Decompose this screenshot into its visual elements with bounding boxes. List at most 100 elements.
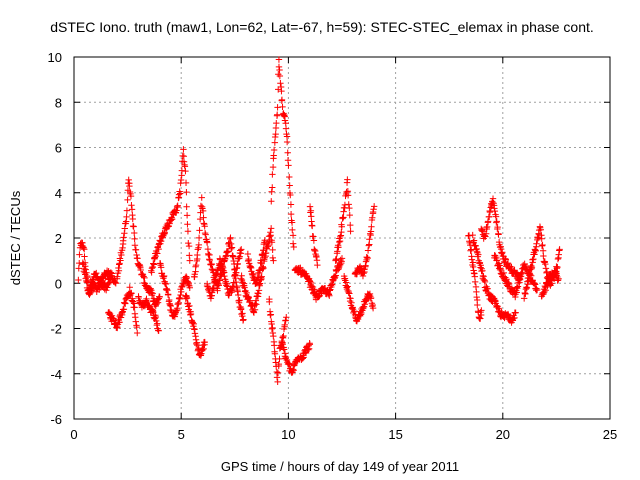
data-point xyxy=(306,278,314,285)
data-point xyxy=(326,292,333,299)
data-point xyxy=(258,273,265,280)
data-point xyxy=(216,277,224,284)
data-point xyxy=(240,316,247,323)
data-point xyxy=(280,332,287,340)
data-point xyxy=(256,266,264,274)
data-point xyxy=(499,249,506,256)
data-point xyxy=(364,254,371,262)
data-point xyxy=(282,120,289,127)
data-point xyxy=(81,246,88,253)
data-point xyxy=(336,235,343,242)
data-point xyxy=(237,305,245,312)
data-point xyxy=(80,244,87,252)
y-tick-label: -2 xyxy=(50,322,62,337)
data-point xyxy=(261,237,269,244)
data-point xyxy=(267,232,274,239)
data-point xyxy=(275,56,283,63)
data-point xyxy=(489,195,497,202)
data-point xyxy=(123,207,131,214)
data-point xyxy=(244,250,252,258)
data-point xyxy=(275,360,283,368)
data-point xyxy=(107,269,115,276)
y-tick-label: 10 xyxy=(48,50,62,65)
data-point xyxy=(369,304,377,312)
data-point xyxy=(198,194,205,201)
data-point xyxy=(83,278,90,286)
data-point xyxy=(538,242,546,250)
data-point xyxy=(271,342,278,349)
data-point xyxy=(122,300,129,307)
data-point xyxy=(227,234,234,241)
data-point xyxy=(534,234,542,242)
data-point xyxy=(106,279,113,286)
data-point xyxy=(482,230,490,237)
data-point xyxy=(495,231,502,238)
data-point xyxy=(116,319,123,326)
data-point xyxy=(269,163,277,171)
data-point xyxy=(537,226,544,233)
data-point xyxy=(185,242,193,250)
data-point xyxy=(306,203,314,210)
data-point xyxy=(345,289,352,296)
data-point xyxy=(477,315,484,322)
data-point xyxy=(337,256,344,264)
data-point xyxy=(284,149,291,156)
data-point xyxy=(250,309,258,316)
data-point xyxy=(150,260,157,267)
data-point xyxy=(533,240,540,247)
data-point xyxy=(237,247,244,254)
data-point xyxy=(203,280,211,288)
data-point xyxy=(246,297,254,304)
data-point xyxy=(267,311,275,318)
data-point xyxy=(342,279,350,286)
data-point xyxy=(505,280,513,287)
data-point xyxy=(554,255,562,263)
data-point xyxy=(524,281,531,288)
data-point xyxy=(250,271,257,279)
data-point xyxy=(269,171,276,178)
data-point xyxy=(176,295,184,303)
data-point xyxy=(251,306,259,313)
data-point xyxy=(479,267,486,274)
data-point xyxy=(289,240,297,247)
data-point xyxy=(556,246,563,253)
data-point xyxy=(200,214,207,221)
data-point xyxy=(283,133,291,140)
data-point xyxy=(503,276,510,283)
data-point xyxy=(555,251,562,258)
data-point xyxy=(541,288,548,296)
data-point xyxy=(195,344,202,352)
data-point xyxy=(192,261,200,269)
data-point xyxy=(302,349,310,357)
data-point xyxy=(279,341,286,348)
data-point xyxy=(529,259,536,266)
x-tick-label: 15 xyxy=(388,427,402,442)
data-point xyxy=(230,279,238,286)
data-point xyxy=(268,198,275,205)
data-point xyxy=(245,260,253,267)
data-point xyxy=(183,274,191,282)
data-point xyxy=(80,261,87,268)
data-point xyxy=(154,299,162,306)
data-point xyxy=(333,255,340,263)
data-point xyxy=(174,202,181,209)
data-point xyxy=(491,297,499,304)
data-point xyxy=(327,282,334,289)
data-point xyxy=(492,213,500,220)
data-point xyxy=(155,327,162,334)
data-point xyxy=(177,291,184,299)
data-point xyxy=(491,207,499,215)
data-point xyxy=(276,66,283,74)
data-point xyxy=(180,146,187,153)
data-point xyxy=(252,300,259,307)
data-point xyxy=(200,345,207,353)
data-point xyxy=(270,146,278,154)
data-point xyxy=(344,176,351,183)
x-tick-label: 10 xyxy=(281,427,295,442)
data-point xyxy=(369,208,377,216)
data-point xyxy=(265,241,272,249)
data-point xyxy=(228,245,235,252)
data-point xyxy=(236,297,243,304)
y-tick-label: 4 xyxy=(55,186,62,201)
data-point xyxy=(539,241,546,249)
